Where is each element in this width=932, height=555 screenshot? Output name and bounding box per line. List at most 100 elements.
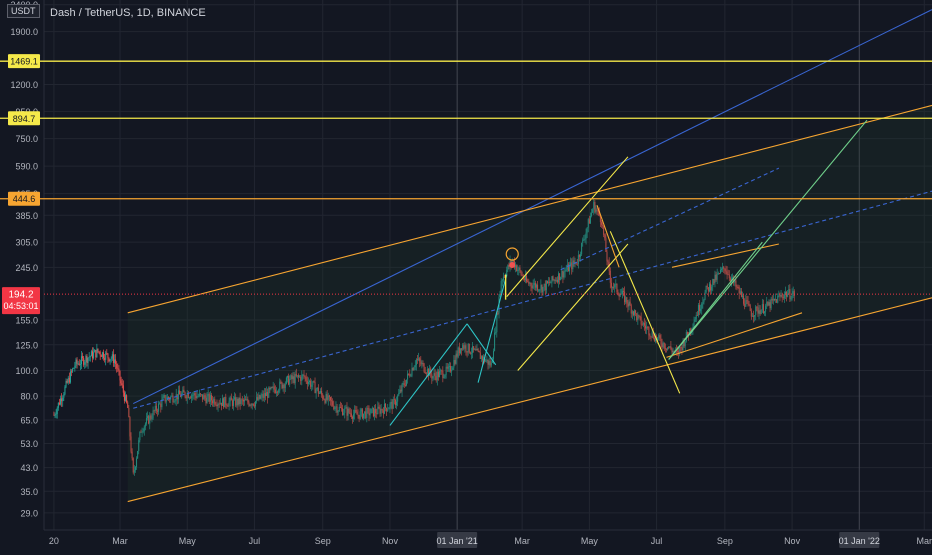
candle-body xyxy=(746,300,748,302)
candle-body xyxy=(117,368,119,370)
candle-body xyxy=(187,392,189,398)
candle-body xyxy=(537,284,539,291)
candle-body xyxy=(766,301,768,306)
candle-body xyxy=(302,374,304,376)
y-tick-label: 29.0 xyxy=(20,508,38,518)
candle-body xyxy=(215,404,217,406)
candle-body xyxy=(145,418,147,424)
candle-body xyxy=(123,392,125,401)
candle-body xyxy=(273,386,275,390)
candle-body xyxy=(469,352,471,354)
candle-body xyxy=(667,347,669,350)
candle-body xyxy=(781,294,783,298)
candle-body xyxy=(279,381,281,391)
candle-body xyxy=(697,305,699,316)
y-tick-label: 590.0 xyxy=(15,162,38,172)
trend-line-cyan xyxy=(389,323,468,426)
candle-body xyxy=(120,380,122,384)
candle-body xyxy=(560,277,562,281)
candle-body xyxy=(777,296,779,303)
candle-body xyxy=(240,399,242,404)
candle-body xyxy=(356,411,358,415)
candle-body xyxy=(258,395,260,400)
candle-body xyxy=(349,412,351,414)
candle-body xyxy=(782,297,784,299)
candle-body xyxy=(255,401,257,407)
candle-body xyxy=(188,397,190,399)
candle-body xyxy=(408,373,410,375)
time-marker-label: 01 Jan '21 xyxy=(437,536,478,546)
candle-body xyxy=(489,361,491,366)
candle-body xyxy=(365,411,367,419)
candle-body xyxy=(713,279,715,284)
candle-body xyxy=(347,408,349,416)
candle-body xyxy=(197,396,199,397)
candle-body xyxy=(306,380,308,385)
candle-body xyxy=(410,375,412,377)
candle-body xyxy=(62,397,64,402)
candle-body xyxy=(576,263,578,265)
candle-body xyxy=(594,201,596,213)
candle-body xyxy=(139,431,141,441)
candle-body xyxy=(554,279,556,282)
candle-body xyxy=(631,311,633,314)
candle-body xyxy=(725,270,727,272)
candle-body xyxy=(252,403,254,406)
countdown-label: 04:53:01 xyxy=(3,301,38,311)
candle-body xyxy=(604,234,606,239)
candle-body xyxy=(710,283,712,291)
candle-body xyxy=(608,262,610,271)
candle-body xyxy=(771,298,773,301)
candle-body xyxy=(378,406,380,409)
candle-body xyxy=(172,395,174,403)
candle-body xyxy=(212,400,214,404)
candle-body xyxy=(288,375,290,385)
candle-body xyxy=(159,403,161,405)
candle-body xyxy=(313,381,315,383)
candle-body xyxy=(473,346,475,350)
candle-body xyxy=(82,356,84,358)
candle-body xyxy=(147,416,149,419)
candle-body xyxy=(234,397,236,400)
candle-body xyxy=(769,302,771,309)
candle-body xyxy=(111,354,113,359)
dot-marker xyxy=(509,262,516,268)
candle-body xyxy=(101,352,103,357)
circle-marker xyxy=(505,247,519,261)
candle-body xyxy=(756,306,758,308)
candle-body xyxy=(208,393,210,402)
candle-body xyxy=(689,328,691,336)
candle-body xyxy=(230,397,232,401)
candle-body xyxy=(379,408,381,414)
candle-body xyxy=(397,395,399,402)
candle-body xyxy=(640,316,642,325)
candle-body xyxy=(564,270,566,272)
candle-body xyxy=(716,273,718,280)
candle-body xyxy=(144,423,146,427)
candle-body xyxy=(90,351,92,357)
candle-body xyxy=(360,409,362,412)
currency-badge: USDT xyxy=(7,4,40,18)
candle-body xyxy=(768,302,770,306)
drawings-group xyxy=(0,9,932,503)
candle-body xyxy=(370,408,372,414)
candle-body xyxy=(636,313,638,321)
candle-body xyxy=(629,301,631,306)
y-tick-label: 155.0 xyxy=(15,316,38,326)
candle-body xyxy=(487,359,489,365)
candle-body xyxy=(591,212,593,216)
candle-body xyxy=(116,363,118,369)
candle-body xyxy=(714,274,716,284)
candle-body xyxy=(340,407,342,409)
candle-body xyxy=(645,325,647,329)
candle-body xyxy=(121,383,123,386)
x-tick-label: Sep xyxy=(717,536,733,546)
candle-body xyxy=(390,401,392,404)
candle-body xyxy=(364,411,366,414)
candle-body xyxy=(619,294,621,297)
candle-body xyxy=(245,399,247,401)
trend-line-cyan xyxy=(477,274,508,383)
candle-body xyxy=(283,384,285,389)
